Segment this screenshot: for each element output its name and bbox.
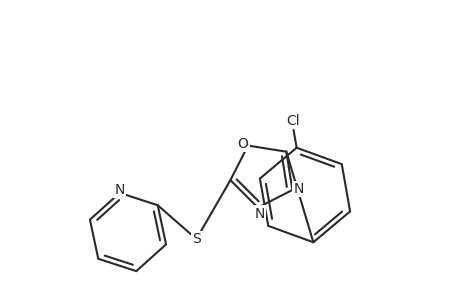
Text: O: O [237,136,248,151]
Text: S: S [191,232,200,246]
Text: Cl: Cl [286,114,300,128]
Text: N: N [254,207,264,220]
Text: N: N [292,182,303,196]
Text: N: N [114,183,124,197]
